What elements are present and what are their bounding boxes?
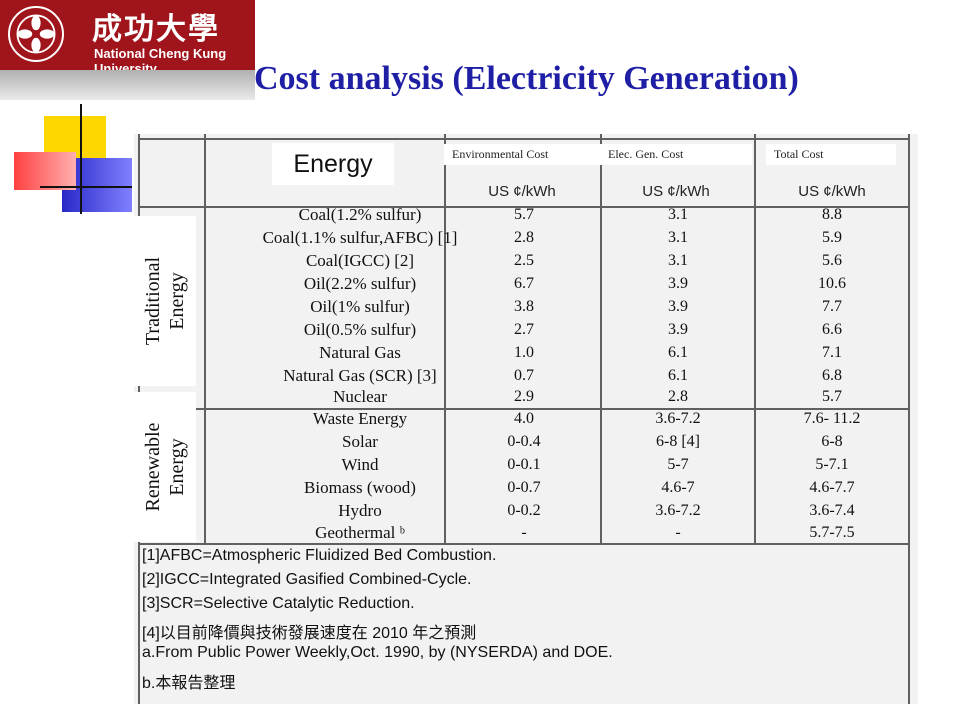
gen-cost: 6-8 [4]	[656, 433, 700, 450]
gen-cost: 3.6-7.2	[655, 410, 701, 427]
slide-title: Cost analysis (Electricity Generation)	[254, 60, 799, 97]
footnote: [2]IGCC=Integrated Gasified Combined-Cyc…	[142, 571, 472, 588]
renewable-energy-label: Renewable Energy	[134, 392, 196, 542]
energy-name: Oil(2.2% sulfur)	[303, 274, 417, 293]
gen-cost-header: Elec. Gen. Cost	[600, 144, 752, 165]
footnote: [1]AFBC=Atmospheric Fluidized Bed Combus…	[142, 547, 497, 564]
gen-cost: 6.1	[668, 367, 688, 384]
table-border-right	[908, 134, 910, 704]
energy-name: Natural Gas	[319, 343, 401, 362]
gen-cost: 3.6-7.2	[655, 502, 701, 519]
university-seal-icon	[8, 6, 64, 62]
env-cost: 2.5	[514, 252, 534, 269]
env-cost: 0-0.2	[507, 502, 541, 519]
env-cost: 4.0	[514, 410, 534, 427]
total-cost: 7.1	[822, 344, 842, 361]
energy-name: Coal(1.1% sulfur,AFBC) [1]	[262, 228, 458, 247]
env-cost: 0-0.1	[507, 456, 541, 473]
total-cost: 3.6-7.4	[809, 502, 855, 519]
traditional-label-line1: Traditional	[142, 256, 164, 346]
energy-name: Solar	[342, 432, 378, 451]
energy-name: Oil(1% sulfur)	[310, 297, 410, 316]
table-divider	[138, 206, 910, 208]
env-cost: 2.9	[514, 388, 534, 405]
decor-vertical-line	[80, 104, 82, 214]
energy-name: Geothermal ᵇ	[315, 523, 405, 542]
table-divider	[138, 408, 910, 410]
traditional-energy-label: Traditional Energy	[134, 216, 196, 386]
logo-chinese-name: 成功大學	[92, 12, 220, 47]
energy-name: Wind	[341, 455, 379, 474]
total-cost: 5.7-7.5	[809, 524, 855, 541]
decor-red-square	[14, 152, 76, 190]
unit-label: US ¢/kWh	[798, 183, 866, 200]
gen-cost: 3.9	[668, 321, 688, 338]
env-cost: 0.7	[514, 367, 534, 384]
unit-label: US ¢/kWh	[488, 183, 556, 200]
env-cost: -	[521, 524, 527, 541]
renewable-label-line1: Renewable	[142, 422, 164, 512]
energy-name: Natural Gas (SCR) [3]	[283, 366, 437, 385]
total-cost: 5-7.1	[815, 456, 849, 473]
total-cost-header: Total Cost	[766, 144, 896, 165]
table-divider	[754, 134, 756, 544]
total-cost: 6.8	[822, 367, 842, 384]
total-cost: 6-8	[821, 433, 843, 450]
table-divider	[138, 543, 910, 545]
gen-cost: 4.6-7	[661, 479, 695, 496]
energy-name: Oil(0.5% sulfur)	[303, 320, 417, 339]
total-cost: 5.7	[822, 388, 842, 405]
logo-shadow	[0, 70, 255, 100]
energy-name: Nuclear	[333, 387, 387, 406]
total-cost: 7.7	[822, 298, 842, 315]
env-cost-header: Environmental Cost	[444, 144, 600, 165]
env-cost: 0-0.7	[507, 479, 541, 496]
footnote: a.From Public Power Weekly,Oct. 1990, by…	[142, 644, 613, 661]
env-cost: 6.7	[514, 275, 534, 292]
footnote: [4]以目前降價與技術發展速度在 2010 年之預測	[142, 625, 477, 642]
total-cost: 5.9	[822, 229, 842, 246]
table-border-top	[138, 138, 910, 140]
table-divider	[204, 134, 206, 544]
gen-cost: 3.1	[668, 229, 688, 246]
university-logo: 成功大學 National Cheng Kung University	[0, 0, 255, 76]
gen-cost: -	[675, 524, 681, 541]
total-cost: 7.6- 11.2	[803, 410, 861, 427]
footnote: [3]SCR=Selective Catalytic Reduction.	[142, 595, 415, 612]
energy-name: Hydro	[338, 501, 382, 520]
cost-table: US ¢/kWh US ¢/kWh US ¢/kWh Coal(1.2% sul…	[134, 134, 918, 704]
energy-name: Waste Energy	[312, 409, 408, 428]
env-cost: 0-0.4	[507, 433, 541, 450]
unit-label: US ¢/kWh	[642, 183, 710, 200]
env-cost: 3.8	[514, 298, 534, 315]
energy-name: Coal(1.2% sulfur)	[298, 205, 422, 224]
energy-column-header: Energy	[272, 143, 394, 185]
env-cost: 2.8	[514, 229, 534, 246]
renewable-label-line2: Energy	[166, 438, 188, 496]
total-cost: 5.6	[822, 252, 842, 269]
energy-name: Biomass (wood)	[304, 478, 416, 497]
total-cost: 10.6	[818, 275, 846, 292]
table-divider	[444, 134, 446, 544]
gen-cost: 3.9	[668, 298, 688, 315]
gen-cost: 6.1	[668, 344, 688, 361]
env-cost: 2.7	[514, 321, 534, 338]
env-cost: 5.7	[514, 206, 534, 223]
gen-cost: 5-7	[667, 456, 689, 473]
table-divider	[600, 134, 602, 544]
total-cost: 4.6-7.7	[809, 479, 855, 496]
env-cost: 1.0	[514, 344, 534, 361]
gen-cost: 3.1	[668, 206, 688, 223]
footnote: b.本報告整理	[142, 675, 236, 692]
total-cost: 8.8	[822, 206, 842, 223]
gen-cost: 2.8	[668, 388, 688, 405]
gen-cost: 3.9	[668, 275, 688, 292]
decor-horizontal-line	[40, 186, 132, 188]
traditional-label-line2: Energy	[166, 272, 188, 330]
gen-cost: 3.1	[668, 252, 688, 269]
energy-name: Coal(IGCC) [2]	[305, 251, 415, 270]
total-cost: 6.6	[822, 321, 842, 338]
